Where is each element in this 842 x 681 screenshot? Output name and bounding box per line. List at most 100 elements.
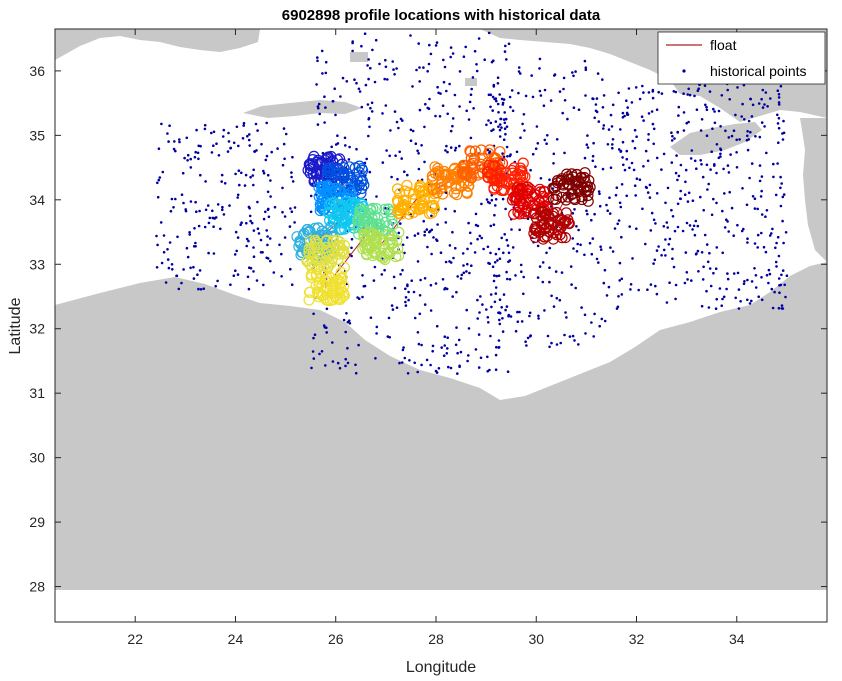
- historical-point: [344, 144, 347, 147]
- historical-point: [309, 194, 313, 198]
- historical-point: [476, 237, 479, 241]
- historical-point: [574, 286, 577, 290]
- historical-point: [494, 198, 498, 201]
- historical-point: [709, 168, 712, 171]
- historical-point: [664, 254, 667, 257]
- historical-point: [762, 245, 766, 249]
- historical-point: [653, 258, 657, 262]
- historical-point: [644, 185, 648, 189]
- historical-point: [416, 331, 420, 334]
- historical-point: [753, 242, 757, 245]
- float-profile-marker: [332, 253, 344, 265]
- historical-point: [444, 221, 448, 224]
- historical-point: [486, 245, 490, 249]
- historical-point: [448, 244, 452, 247]
- historical-point: [269, 179, 272, 182]
- land-cyprus: [670, 122, 762, 155]
- historical-point: [647, 91, 651, 94]
- historical-point: [577, 343, 580, 346]
- historical-point: [735, 166, 739, 169]
- float-profile-marker: [563, 218, 575, 230]
- historical-point: [505, 58, 508, 61]
- historical-point: [489, 93, 493, 97]
- historical-point: [369, 316, 373, 320]
- historical-point: [686, 278, 689, 281]
- historical-point: [346, 346, 349, 350]
- float-profile-marker: [424, 181, 436, 193]
- historical-point: [491, 95, 495, 99]
- historical-point: [599, 248, 603, 251]
- float-profile-marker: [407, 206, 419, 219]
- historical-point: [494, 368, 498, 372]
- historical-point: [693, 159, 697, 163]
- historical-point: [660, 254, 663, 257]
- land-dodecanese: [465, 78, 477, 86]
- historical-point: [486, 370, 490, 373]
- historical-point: [617, 148, 621, 151]
- historical-point: [723, 226, 727, 229]
- historical-point: [516, 320, 520, 324]
- historical-point: [266, 257, 270, 260]
- historical-point: [609, 166, 613, 169]
- historical-point: [241, 137, 245, 140]
- historical-point: [629, 283, 633, 286]
- historical-point: [673, 229, 677, 233]
- historical-point: [416, 370, 420, 374]
- historical-point: [777, 126, 781, 130]
- historical-point: [693, 94, 696, 98]
- historical-point: [674, 171, 678, 175]
- historical-point: [392, 68, 395, 71]
- historical-point: [473, 49, 477, 53]
- historical-point: [676, 225, 680, 229]
- float-profile-marker: [337, 244, 349, 256]
- historical-point: [207, 221, 211, 225]
- historical-point: [442, 58, 445, 62]
- historical-point: [700, 163, 703, 166]
- historical-point: [467, 354, 470, 357]
- float-profile-marker: [559, 217, 571, 229]
- historical-point: [584, 94, 587, 97]
- historical-point: [206, 204, 210, 207]
- historical-point: [420, 144, 423, 147]
- float-profile-marker: [517, 157, 529, 169]
- historical-point: [197, 224, 201, 228]
- float-profile-marker: [298, 228, 310, 240]
- historical-point: [184, 208, 187, 211]
- historical-point: [203, 127, 207, 131]
- y-axis-ticks: 28 29 30 31 32 33 34 35 36: [29, 63, 827, 595]
- historical-point: [764, 215, 767, 218]
- historical-point: [750, 162, 754, 165]
- float-profile-marker: [465, 152, 477, 164]
- historical-point: [607, 128, 611, 131]
- historical-point: [684, 168, 688, 172]
- historical-point: [272, 271, 276, 274]
- historical-point: [529, 334, 532, 338]
- historical-point: [440, 346, 444, 349]
- historical-point: [468, 271, 471, 275]
- historical-point: [714, 307, 718, 311]
- historical-point: [346, 320, 350, 324]
- historical-point: [383, 77, 387, 81]
- historical-point: [670, 139, 674, 142]
- historical-point: [631, 257, 634, 260]
- historical-point: [320, 350, 324, 353]
- historical-point: [393, 286, 397, 290]
- historical-point: [501, 152, 504, 155]
- historical-point: [482, 247, 485, 251]
- historical-point: [522, 113, 526, 116]
- historical-point: [212, 252, 216, 255]
- historical-point: [403, 356, 407, 360]
- historical-point: [498, 318, 501, 322]
- historical-point: [446, 336, 450, 340]
- historical-point: [664, 201, 667, 205]
- historical-point: [281, 210, 284, 214]
- historical-point: [252, 255, 256, 258]
- historical-point: [574, 70, 577, 73]
- historical-point: [368, 125, 371, 129]
- historical-point: [401, 268, 404, 272]
- historical-point: [595, 257, 599, 261]
- historical-point: [545, 251, 548, 255]
- historical-point: [770, 232, 773, 235]
- historical-point: [283, 236, 287, 239]
- historical-point: [449, 366, 453, 370]
